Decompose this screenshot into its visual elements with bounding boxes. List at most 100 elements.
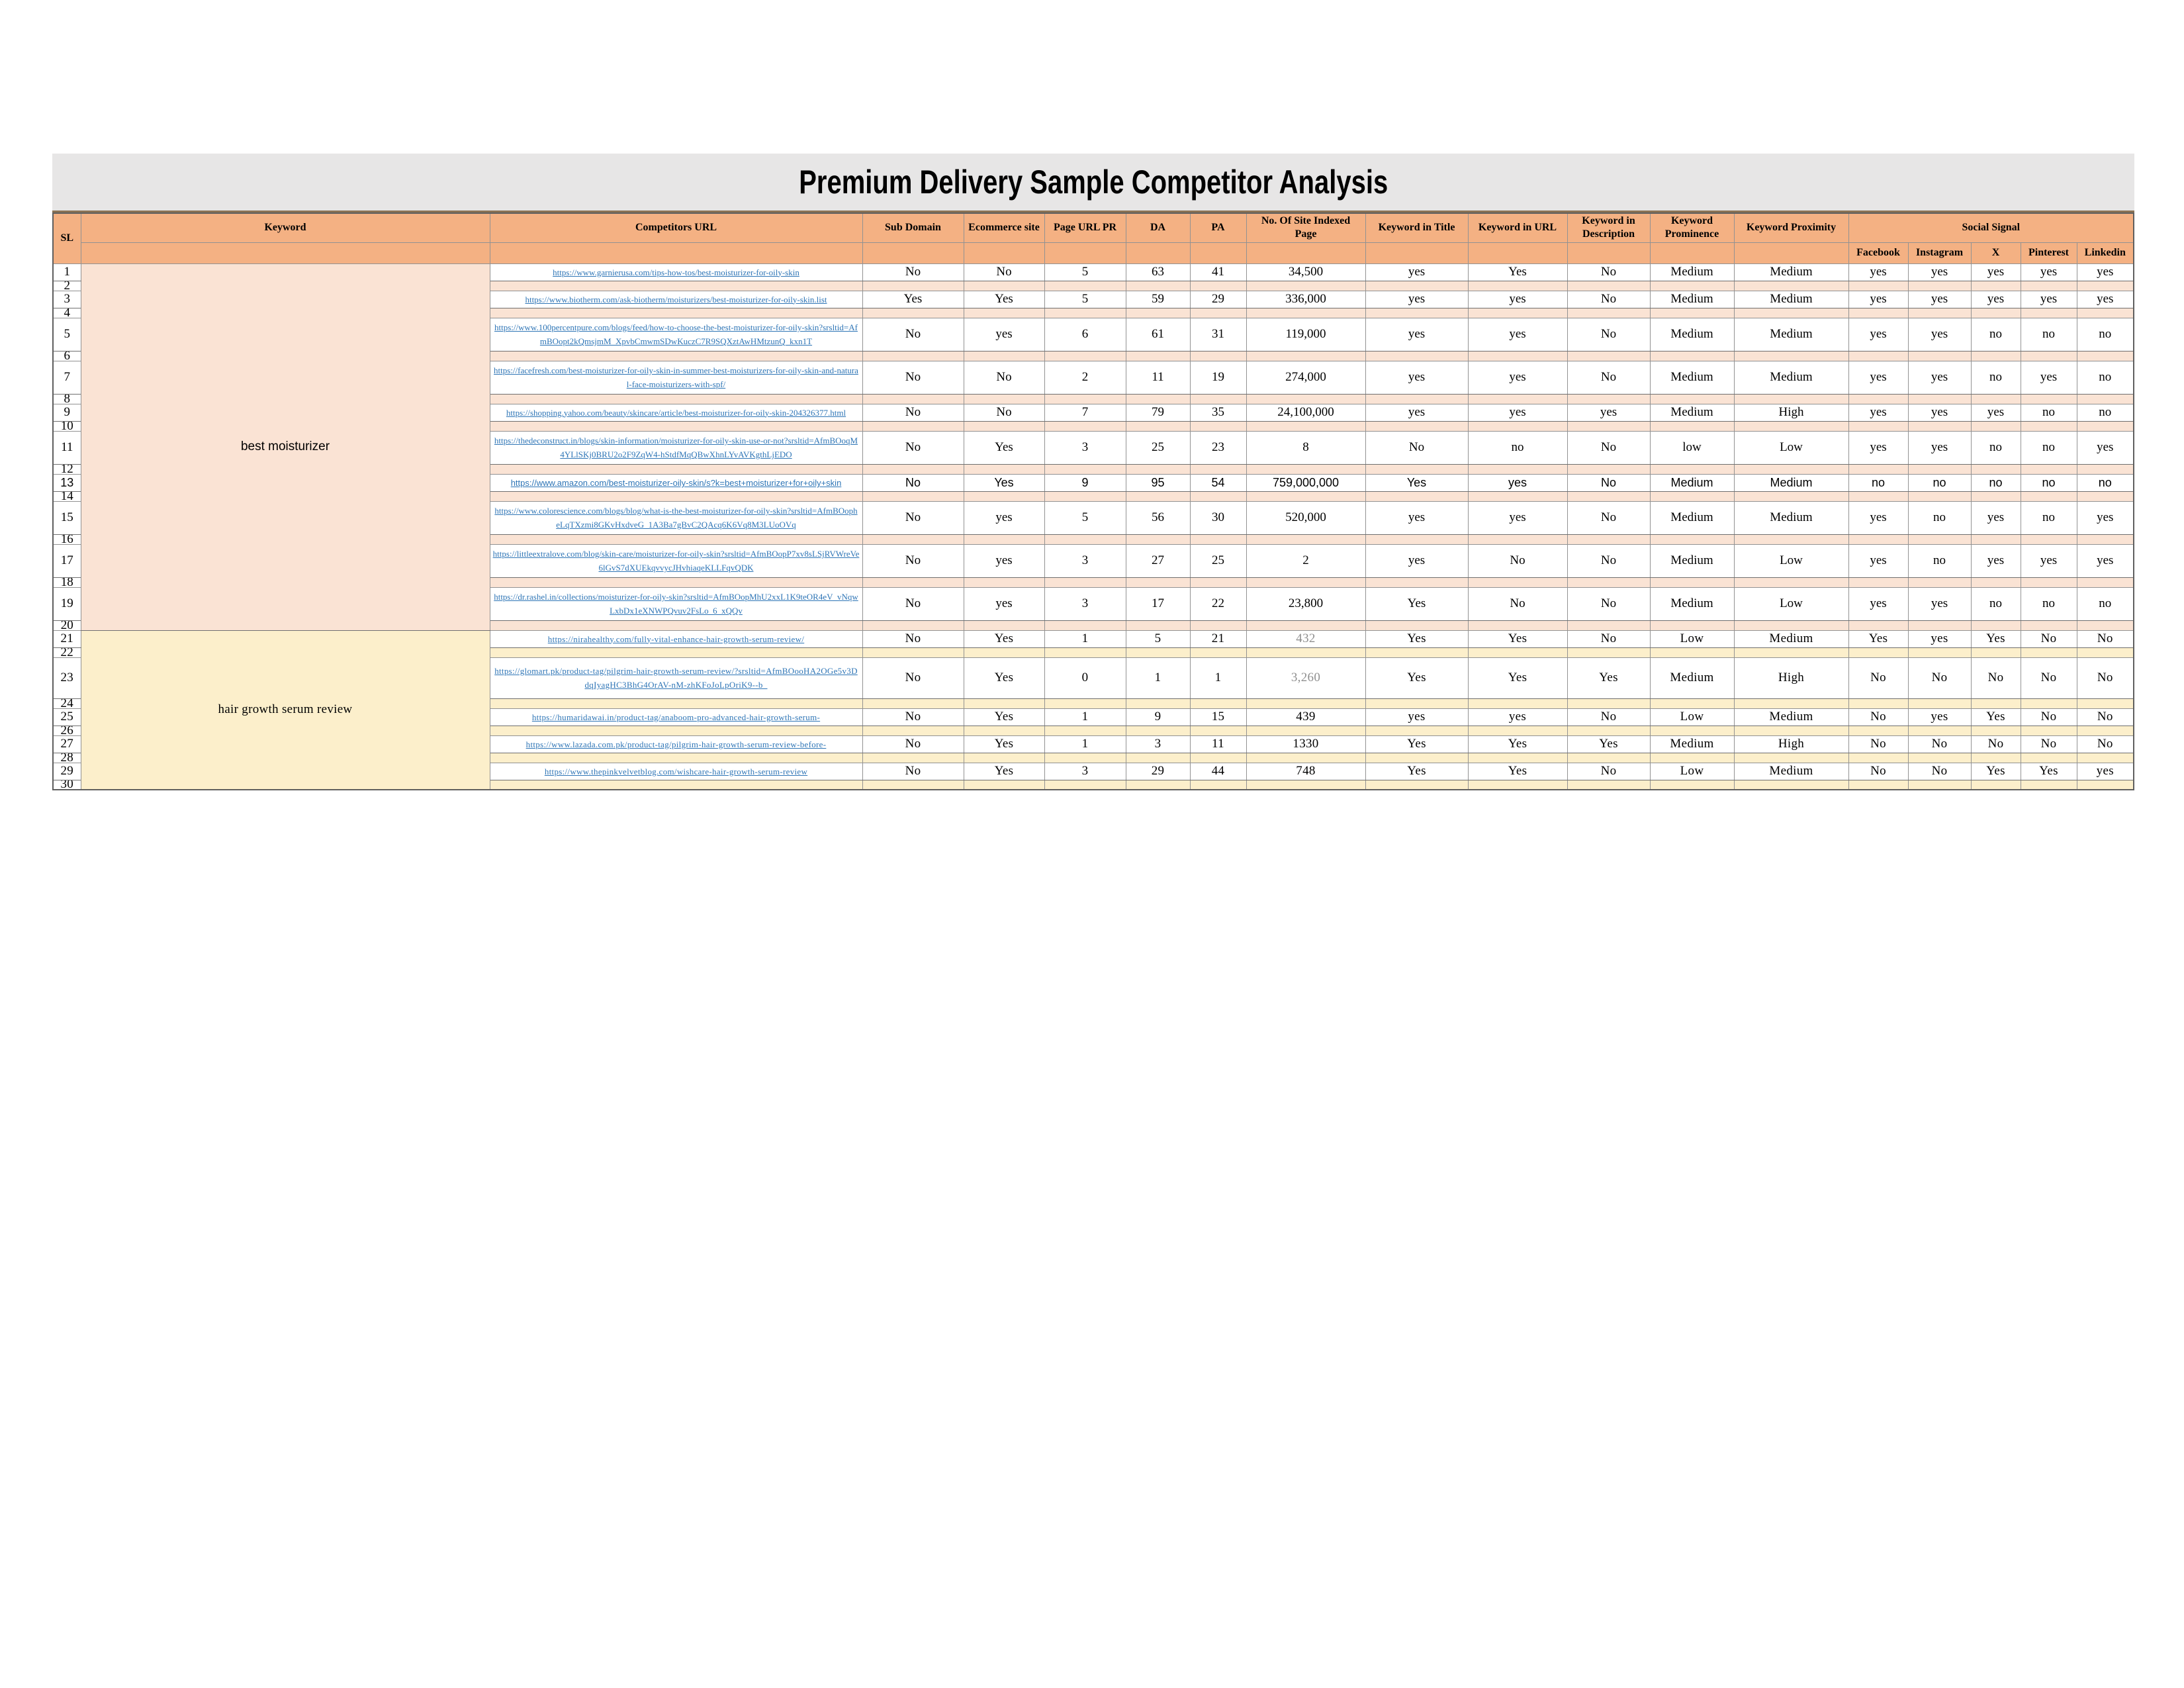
competitor-url-link[interactable]: https://www.thepinkvelvetblog.com/wishca… <box>544 766 808 776</box>
competitor-url-link[interactable]: https://thedeconstruct.in/blogs/skin-inf… <box>494 436 858 459</box>
competitor-url-link[interactable]: https://glomart.pk/product-tag/pilgrim-h… <box>494 666 858 690</box>
sl-cell: 30 <box>52 779 81 790</box>
cell-social-instagram: yes <box>1907 360 1972 395</box>
cell-ecommerce-site: Yes <box>963 430 1045 465</box>
competitor-url-link[interactable]: https://littleextralove.com/blog/skin-ca… <box>492 549 860 573</box>
cell-da: 3 <box>1125 735 1191 753</box>
empty-cell-ecommerce-site <box>963 779 1045 790</box>
cell-social-x: no <box>1970 360 2021 395</box>
empty-cell-social-instagram <box>1907 752 1972 763</box>
empty-cell-pa <box>1189 420 1247 432</box>
empty-cell-social-instagram <box>1907 534 1972 545</box>
competitor-url-link[interactable]: https://www.colorescience.com/blogs/blog… <box>494 506 858 530</box>
keyword-cell: best moisturizer <box>80 263 490 631</box>
cell-keyword-in-title: yes <box>1365 543 1469 578</box>
empty-cell-social-facebook <box>1848 393 1909 404</box>
competitor-url-link[interactable]: https://shopping.yahoo.com/beauty/skinca… <box>506 407 846 418</box>
empty-cell-page-url-pr <box>1044 280 1126 291</box>
cell-social-x: Yes <box>1970 630 2021 648</box>
competitor-url-link[interactable]: https://www.100percentpure.com/blogs/fee… <box>494 322 858 346</box>
cell-social-instagram: No <box>1907 735 1972 753</box>
cell-keyword-in-title: yes <box>1365 360 1469 395</box>
empty-cell-da <box>1125 280 1191 291</box>
empty-cell-pa <box>1189 779 1247 790</box>
cell-page-url-pr: 9 <box>1044 473 1126 492</box>
empty-cell-keyword-in-url <box>1467 280 1568 291</box>
cell-page-url-pr: 3 <box>1044 762 1126 780</box>
empty-cell-keyword-proximity <box>1733 307 1849 318</box>
empty-cell-sub-domain <box>862 725 964 736</box>
competitor-url-link[interactable]: https://www.biotherm.com/ask-biotherm/mo… <box>525 294 827 305</box>
cell-keyword-prominence: low <box>1649 430 1735 465</box>
empty-cell-social-instagram <box>1907 647 1972 658</box>
sl-cell: 10 <box>52 420 81 432</box>
empty-cell-keyword-in-title <box>1365 647 1469 658</box>
sl-cell: 27 <box>52 735 81 753</box>
cell-indexed-pages: 3,260 <box>1246 657 1366 699</box>
empty-cell-keyword-proximity <box>1733 725 1849 736</box>
empty-cell-keyword-proximity <box>1733 647 1849 658</box>
cell-keyword-in-url: yes <box>1467 708 1568 726</box>
url-cell: https://www.colorescience.com/blogs/blog… <box>489 500 863 535</box>
col-header-keyword-in-url: Keyword in URL <box>1467 212 1568 243</box>
cell-da: 95 <box>1125 473 1191 492</box>
competitor-url-link[interactable]: https://www.lazada.com.pk/product-tag/pi… <box>525 739 827 749</box>
empty-cell-pa <box>1189 752 1247 763</box>
cell-social-pinterest: no <box>2020 500 2077 535</box>
empty-cell-keyword-in-description <box>1567 620 1651 631</box>
competitor-url-link[interactable]: https://dr.rashel.in/collections/moistur… <box>494 592 858 616</box>
cell-keyword-in-title: yes <box>1365 708 1469 726</box>
empty-cell-social-linkedin <box>2076 307 2134 318</box>
table-header: SL Keyword Competitors URL Sub Domain Ecomme… <box>52 212 2134 264</box>
cell-keyword-proximity: Medium <box>1733 708 1849 726</box>
empty-cell-keyword-in-description <box>1567 393 1651 404</box>
competitor-url-link[interactable]: https://www.garnierusa.com/tips-how-tos/… <box>553 267 799 277</box>
cell-social-instagram: yes <box>1907 708 1972 726</box>
cell-da: 29 <box>1125 762 1191 780</box>
sl-cell: 21 <box>52 630 81 648</box>
competitor-url-link[interactable]: https://nirahealthy.com/fully-vital-enha… <box>547 633 805 644</box>
cell-keyword-proximity: High <box>1733 735 1849 753</box>
empty-cell-keyword-in-description <box>1567 779 1651 790</box>
empty-cell-social-linkedin <box>2076 491 2134 502</box>
sl-cell: 12 <box>52 463 81 475</box>
sl-cell: 28 <box>52 752 81 763</box>
empty-cell-ecommerce-site <box>963 350 1045 361</box>
cell-social-x: no <box>1970 317 2021 352</box>
empty-cell-keyword-in-url <box>1467 647 1568 658</box>
cell-keyword-in-title: Yes <box>1365 473 1469 492</box>
cell-page-url-pr: 5 <box>1044 290 1126 308</box>
sl-cell: 5 <box>52 317 81 352</box>
cell-pa: 15 <box>1189 708 1247 726</box>
header-spacer-sub-domain <box>862 242 964 264</box>
table-row: 11 https://thedeconstruct.in/blogs/skin-i… <box>52 430 2134 465</box>
empty-cell-indexed-pages <box>1246 779 1366 790</box>
cell-ecommerce-site: No <box>963 263 1045 281</box>
competitor-url-link[interactable]: https://www.amazon.com/best-moisturizer-… <box>510 478 842 488</box>
cell-keyword-prominence: Medium <box>1649 543 1735 578</box>
cell-page-url-pr: 2 <box>1044 360 1126 395</box>
empty-cell-keyword-in-title <box>1365 725 1469 736</box>
empty-cell-keyword-proximity <box>1733 420 1849 432</box>
empty-cell-indexed-pages <box>1246 620 1366 631</box>
cell-pa: 23 <box>1189 430 1247 465</box>
empty-cell-social-facebook <box>1848 491 1909 502</box>
empty-cell-ecommerce-site <box>963 620 1045 631</box>
empty-cell-keyword-in-title <box>1365 307 1469 318</box>
competitor-url-link[interactable]: https://humaridawai.in/product-tag/anabo… <box>531 712 821 722</box>
cell-ecommerce-site: Yes <box>963 657 1045 699</box>
spacer-row: 18 <box>52 577 2134 588</box>
empty-cell-keyword-in-url <box>1467 752 1568 763</box>
empty-cell-pa <box>1189 393 1247 404</box>
empty-cell-page-url-pr <box>1044 534 1126 545</box>
empty-cell-indexed-pages <box>1246 393 1366 404</box>
sl-cell: 17 <box>52 543 81 578</box>
cell-keyword-in-url: No <box>1467 543 1568 578</box>
empty-cell-da <box>1125 620 1191 631</box>
cell-keyword-in-url: Yes <box>1467 657 1568 699</box>
keyword-cell: hair growth serum review <box>80 630 490 790</box>
competitor-url-link[interactable]: https://facefresh.com/best-moisturizer-f… <box>494 365 858 389</box>
cell-sub-domain: No <box>862 500 964 535</box>
cell-pa: 1 <box>1189 657 1247 699</box>
col-header-keyword-prominence: Keyword Prominence <box>1649 212 1735 243</box>
